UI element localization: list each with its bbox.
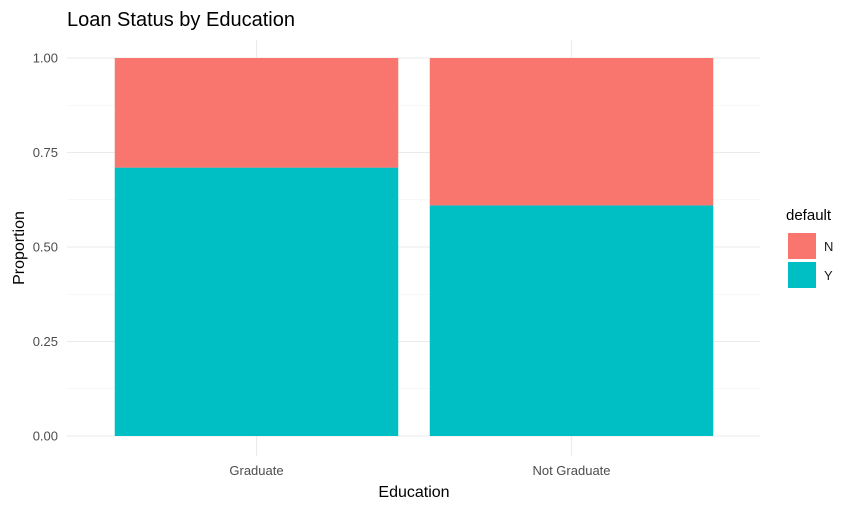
x-axis-title: Education bbox=[378, 484, 449, 501]
y-tick-label: 0.25 bbox=[33, 334, 58, 349]
legend: default NY bbox=[786, 207, 833, 288]
x-tick-label: Graduate bbox=[229, 463, 283, 478]
y-axis-title: Proportion bbox=[11, 211, 28, 285]
chart-title: Loan Status by Education bbox=[67, 9, 295, 31]
y-tick-label: 0.00 bbox=[33, 429, 58, 444]
y-tick-label: 0.50 bbox=[33, 240, 58, 255]
legend-key-y bbox=[788, 262, 816, 288]
y-axis-ticks: 0.00 0.25 0.50 0.75 1.00 bbox=[33, 51, 58, 444]
legend-label: Y bbox=[824, 268, 833, 283]
bar-y-1 bbox=[114, 167, 399, 436]
legend-title: default bbox=[786, 207, 832, 224]
x-axis-ticks: Graduate Not Graduate bbox=[229, 463, 610, 478]
bar-n-2 bbox=[429, 58, 714, 206]
y-tick-label: 0.75 bbox=[33, 145, 58, 160]
legend-label: N bbox=[824, 239, 833, 254]
y-tick-label: 1.00 bbox=[33, 51, 58, 66]
bars bbox=[114, 58, 714, 436]
bar-y-2 bbox=[429, 205, 714, 436]
bar-n-1 bbox=[114, 58, 399, 168]
x-tick-label: Not Graduate bbox=[532, 463, 610, 478]
legend-key-n bbox=[788, 233, 816, 259]
